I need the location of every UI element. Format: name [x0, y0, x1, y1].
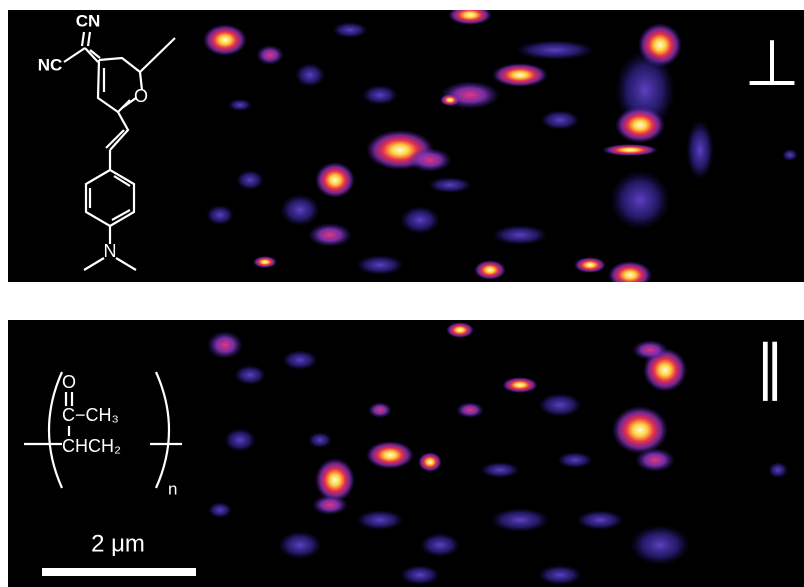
chem-label: O	[62, 372, 76, 392]
fluorescence-spot	[418, 452, 442, 472]
fluorescence-spot	[256, 45, 284, 65]
fluorescence-spot	[234, 365, 266, 385]
fluorescence-spot	[557, 452, 593, 468]
fluorescence-spot	[502, 377, 538, 393]
polarization-symbol: ∥	[755, 334, 785, 401]
chem-label: CN	[76, 11, 101, 30]
fluorescence-spot	[253, 256, 277, 268]
figure: CN NC O N ⊥ O C−CH₃ CHCH₂ n ∥ 2 μm	[0, 0, 804, 587]
fluorescence-spot	[428, 177, 472, 193]
fluorescence-spot	[206, 205, 234, 225]
fluorescence-spot	[602, 144, 658, 156]
fluorescence-spot	[278, 531, 322, 559]
chem-label: NC	[38, 55, 63, 74]
fluorescence-spot	[280, 194, 320, 226]
fluorescence-spot	[686, 120, 714, 180]
fluorescence-spot	[366, 441, 414, 469]
fluorescence-spot	[356, 510, 404, 530]
chem-label: CHCH₂	[62, 436, 121, 456]
chem-label: n	[168, 479, 177, 498]
fluorescence-spot	[490, 508, 550, 532]
fluorescence-spot	[308, 223, 352, 247]
fluorescence-spot	[446, 322, 474, 338]
scale-bar	[42, 568, 196, 576]
fluorescence-spot	[615, 107, 665, 143]
fluorescence-spot	[635, 448, 675, 472]
scale-bar-label: 2 μm	[91, 530, 145, 557]
fluorescence-spot	[224, 428, 256, 452]
fluorescence-spot	[356, 255, 404, 275]
fluorescence-spot	[574, 257, 606, 273]
fluorescence-spot	[228, 99, 252, 111]
fluorescence-spot	[448, 5, 492, 25]
chem-label: N	[104, 241, 117, 261]
page: CN NC O N ⊥ O C−CH₃ CHCH₂ n ∥ 2 μm (() =…	[0, 0, 804, 587]
fluorescence-spot	[208, 502, 232, 518]
fluorescence-spot	[308, 432, 332, 448]
fluorescence-spot	[408, 148, 452, 172]
fluorescence-spot	[632, 340, 668, 360]
fluorescence-spot	[515, 40, 595, 60]
fluorescence-spot	[312, 495, 348, 515]
fluorescence-spot	[282, 350, 318, 370]
fluorescence-spot	[630, 525, 690, 565]
fluorescence-spot	[610, 170, 670, 230]
fluorescence-spot	[608, 261, 652, 289]
chem-label: C−CH₃	[62, 405, 119, 425]
fluorescence-spot	[538, 565, 582, 585]
fluorescence-spot	[400, 565, 440, 585]
fluorescence-spot	[236, 170, 264, 190]
fluorescence-spot	[492, 63, 548, 87]
fluorescence-spot	[492, 225, 548, 245]
fluorescence-spot	[400, 206, 440, 234]
fluorescence-spot	[203, 24, 247, 56]
fluorescence-spot	[768, 462, 788, 478]
fluorescence-spot	[782, 149, 798, 161]
chem-label: O	[134, 86, 148, 106]
fluorescence-spot	[362, 85, 398, 105]
fluorescence-spot	[420, 533, 460, 557]
fluorescence-spot	[480, 462, 520, 478]
fluorescence-spot	[540, 110, 580, 130]
fluorescence-spot	[207, 331, 243, 359]
fluorescence-spot	[368, 402, 392, 418]
fluorescence-spot	[576, 510, 624, 530]
fluorescence-spot	[456, 402, 484, 418]
polarization-symbol: ⊥	[744, 27, 800, 99]
fluorescence-spot	[474, 260, 506, 280]
fluorescence-spot	[612, 406, 668, 454]
fluorescence-spot	[538, 393, 582, 417]
fluorescence-spot	[440, 94, 460, 106]
fluorescence-spot	[295, 63, 325, 87]
fluorescence-spot	[315, 162, 355, 198]
fluorescence-spot	[332, 22, 368, 38]
